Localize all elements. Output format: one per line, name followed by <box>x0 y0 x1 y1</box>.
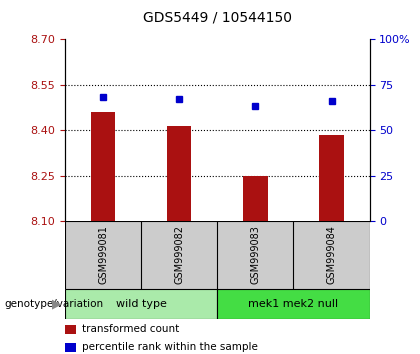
Bar <box>243 176 268 221</box>
Text: transformed count: transformed count <box>82 324 179 334</box>
Bar <box>218 289 370 319</box>
Bar <box>167 126 192 221</box>
Bar <box>319 135 344 221</box>
Text: wild type: wild type <box>116 298 167 309</box>
Text: genotype/variation: genotype/variation <box>4 298 103 309</box>
Bar <box>91 112 116 221</box>
Text: mek1 mek2 null: mek1 mek2 null <box>248 298 339 309</box>
Text: GSM999083: GSM999083 <box>250 225 260 284</box>
Text: GSM999084: GSM999084 <box>326 225 336 284</box>
Text: ▶: ▶ <box>52 297 61 310</box>
Text: GSM999081: GSM999081 <box>98 225 108 284</box>
Bar <box>65 289 218 319</box>
Text: GSM999082: GSM999082 <box>174 225 184 284</box>
Text: GDS5449 / 10544150: GDS5449 / 10544150 <box>143 11 292 25</box>
Text: percentile rank within the sample: percentile rank within the sample <box>82 342 258 352</box>
